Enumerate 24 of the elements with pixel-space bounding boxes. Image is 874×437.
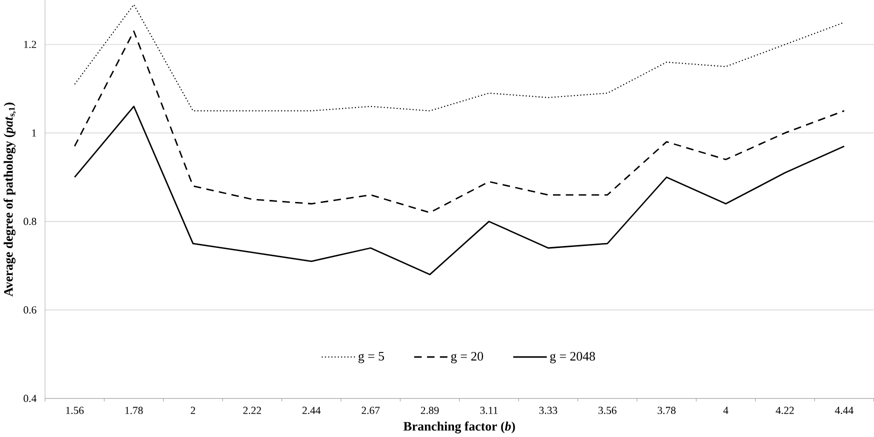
x-tick-label: 4.22	[776, 406, 794, 414]
y-tick-label: 0.4	[24, 394, 36, 402]
x-tick-label: 4.44	[835, 406, 854, 414]
x-tick-label: 2	[190, 406, 196, 414]
line-series	[74, 30, 845, 214]
x-tick-label: 2.89	[420, 406, 439, 414]
legend-label: g = 2048	[550, 352, 595, 364]
y-tick-label: 1	[32, 129, 36, 137]
legend-label: g = 20	[451, 352, 484, 364]
y-tick-label: 0.8	[24, 218, 36, 226]
x-tick-label: 1.78	[125, 406, 143, 414]
y-tick-label: 1.2	[24, 40, 36, 48]
x-tick-label: 2.67	[362, 406, 380, 414]
x-tick-label: 4	[723, 406, 728, 414]
x-tick-label: 3.78	[658, 406, 676, 414]
x-tick-label: 3.56	[598, 406, 616, 414]
x-tick-label: 3.11	[480, 406, 498, 414]
y-tick-label: 0.6	[24, 306, 36, 314]
x-tick-label: 2.44	[302, 406, 321, 414]
legend-label: g = 5	[358, 352, 384, 364]
x-tick-label: 2.22	[243, 406, 262, 414]
x-tick-label: 3.33	[539, 406, 558, 414]
x-axis-title: Branching factor (b)	[404, 421, 515, 434]
x-tick-label: 1.56	[66, 406, 84, 414]
